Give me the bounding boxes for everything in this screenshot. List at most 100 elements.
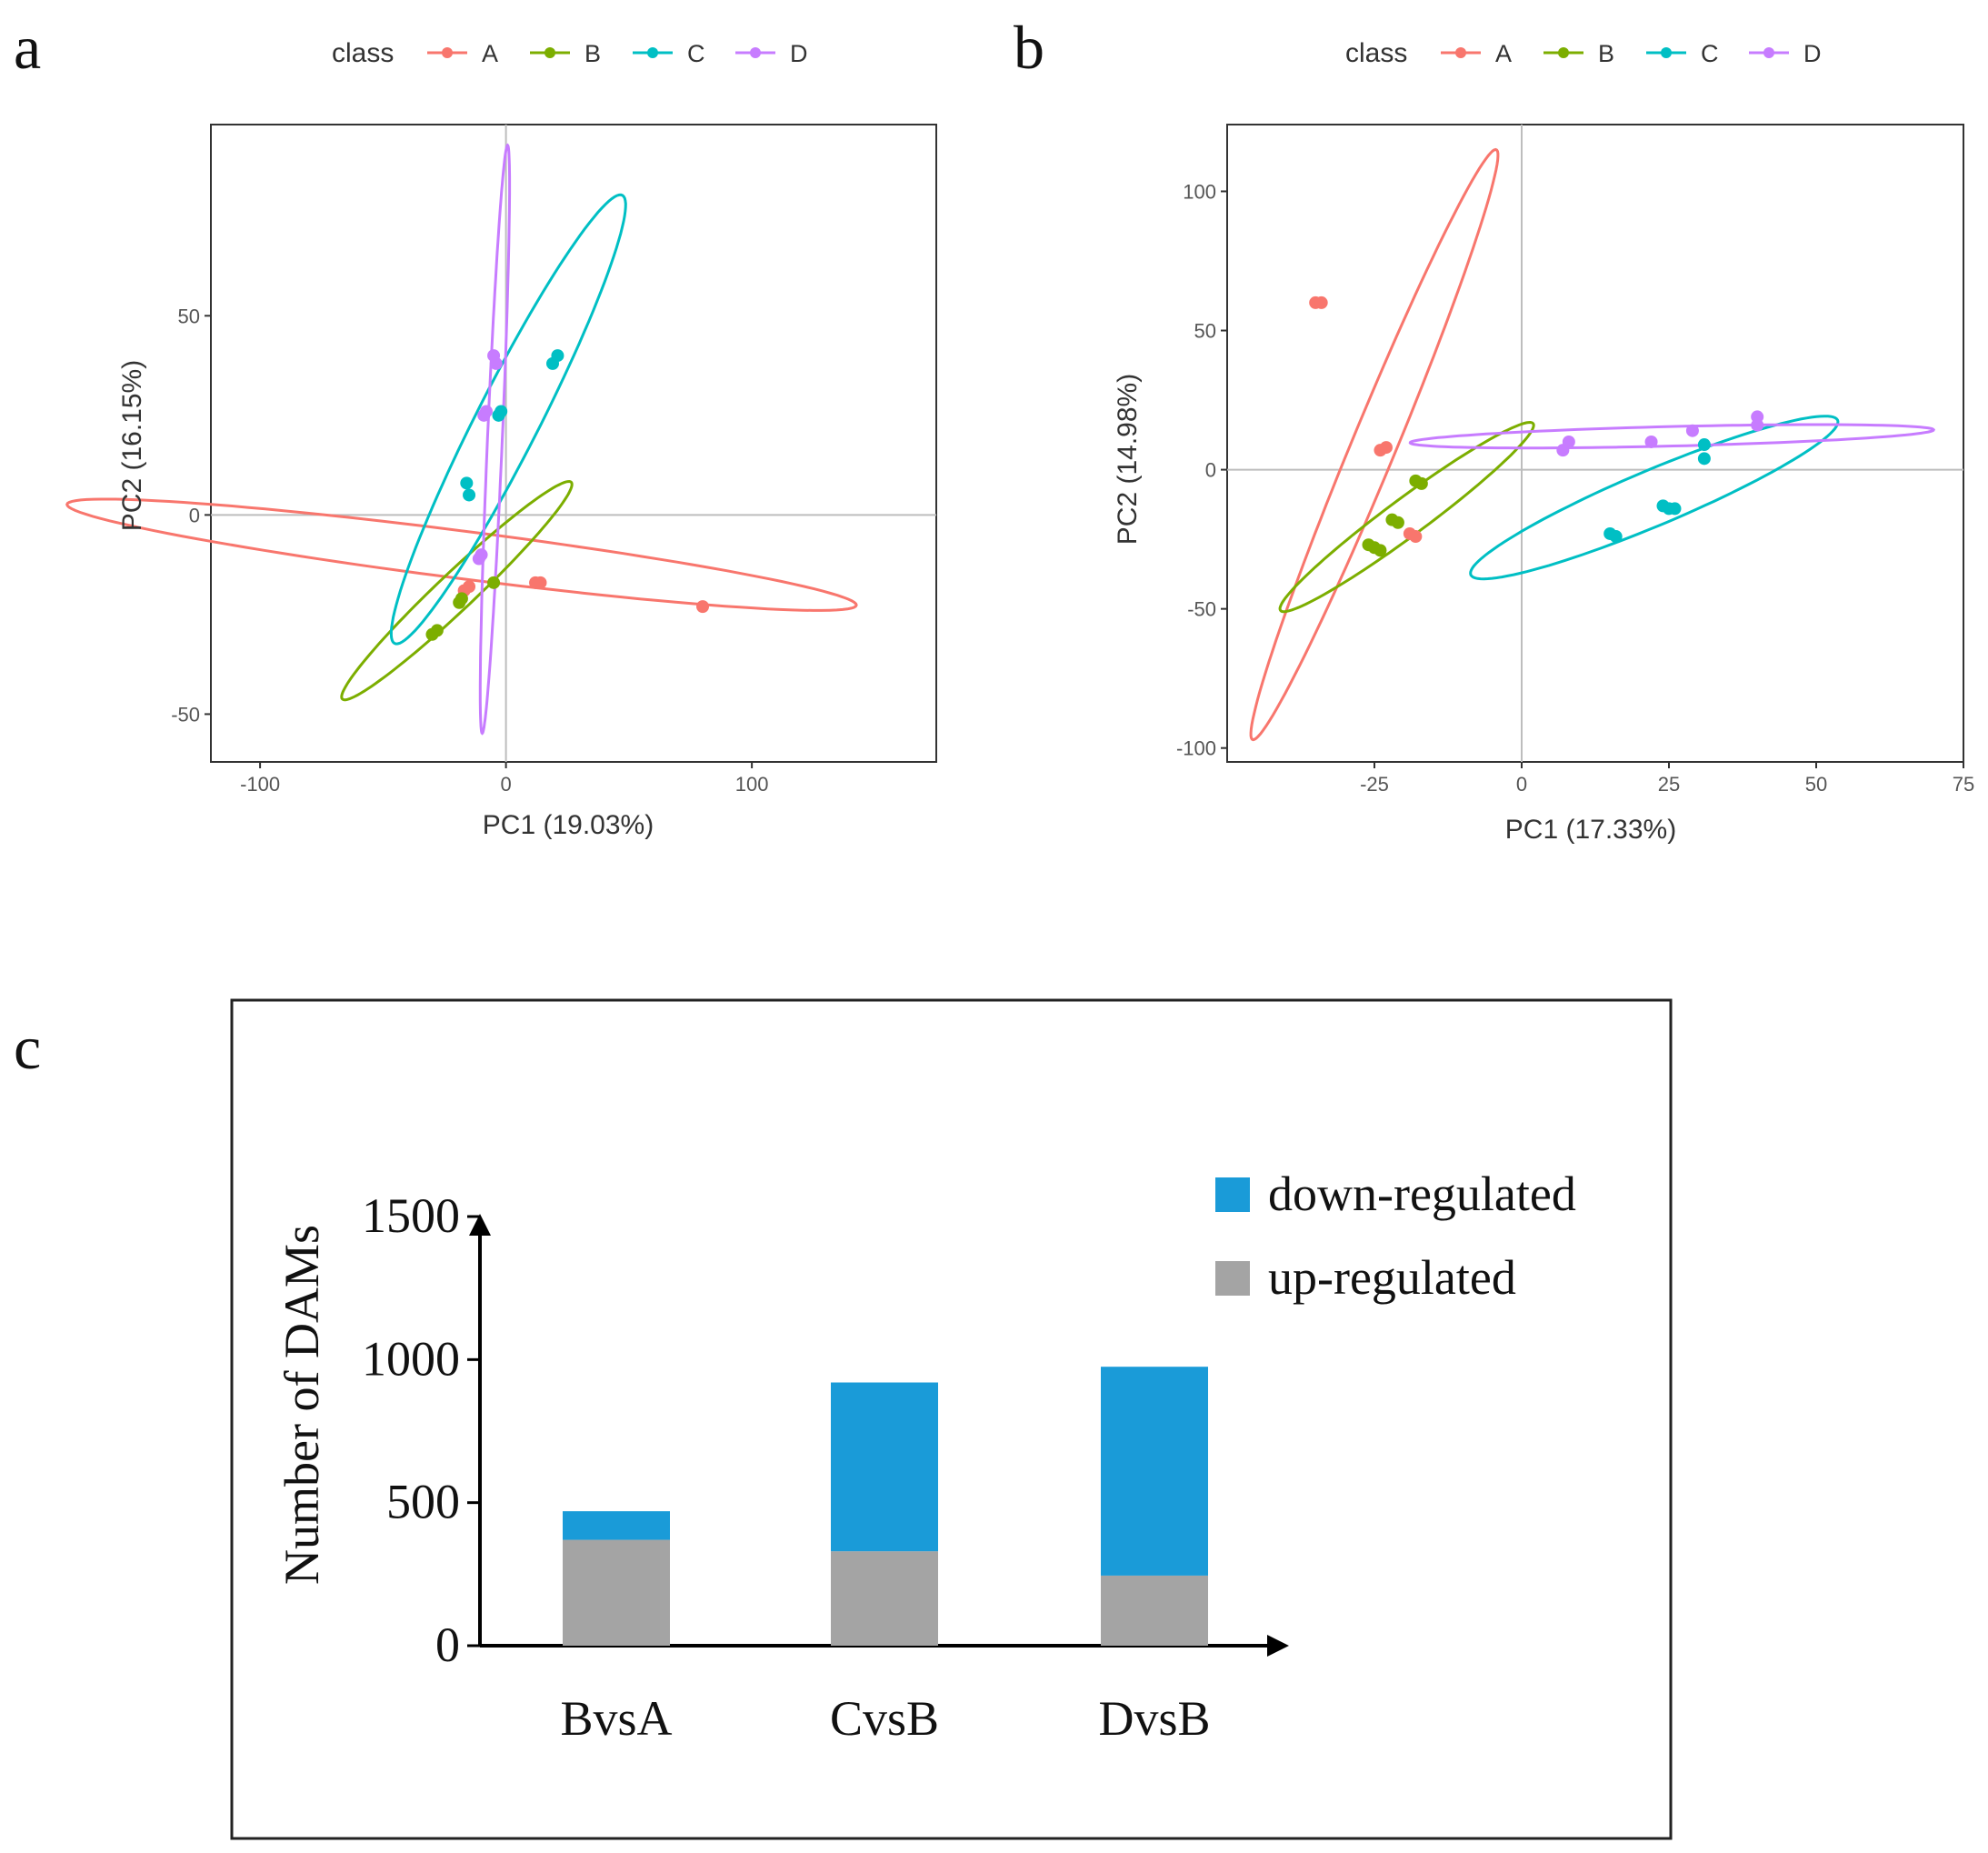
bar-up-regulated-CvsB — [831, 1551, 938, 1646]
pca-plot-b: class A B C D -25 0 25 50 75 -100 -50 0 50 100 PC1 (1… — [1113, 38, 1974, 845]
legend-label-B-a: B — [584, 40, 601, 67]
y-axis-arrow-c — [469, 1214, 491, 1236]
legend-dot-D-a — [750, 47, 761, 58]
point-B-a — [453, 596, 466, 609]
category-label-BvsA: BvsA — [560, 1691, 672, 1746]
ellipse-B-a — [340, 479, 574, 702]
point-B-b — [1374, 544, 1387, 557]
ellipse-A-b — [1249, 147, 1500, 742]
legend-label-D-b: D — [1803, 40, 1822, 67]
point-C-b — [1697, 438, 1711, 452]
bar-up-regulated-BvsA — [563, 1539, 670, 1646]
point-B-a — [487, 576, 501, 589]
pca-plot-a: class A B C D -100 0 100 -50 0 50 PC1 (19.03%) PC… — [65, 38, 937, 840]
x-tick-label-a: 100 — [735, 773, 769, 796]
panel-letter-b: b — [1014, 13, 1044, 82]
legend-dot-C-a — [647, 47, 658, 58]
y-axis-title-c: Number of DAMs — [275, 1225, 329, 1585]
y-axis-title-a: PC2 (16.15%) — [117, 360, 147, 531]
bar-down-regulated-BvsA — [563, 1511, 670, 1540]
point-A-a — [696, 600, 710, 614]
y-tick-label-c: 1000 — [362, 1331, 460, 1386]
ellipse-B-b — [1278, 420, 1535, 614]
category-label-DvsB: DvsB — [1098, 1691, 1210, 1746]
legend-swatch-up-regulated — [1215, 1261, 1250, 1296]
panel-border-b — [1226, 124, 1964, 763]
point-A-b — [1409, 530, 1423, 544]
y-tick-label-b: 50 — [1194, 320, 1216, 343]
plot-area-b: -25 0 25 50 75 -100 -50 0 50 100 — [1176, 124, 1974, 796]
panel-letter-c: c — [14, 1013, 41, 1082]
x-axis-title-b: PC1 (17.33%) — [1505, 815, 1676, 845]
legend-a: class A B C D — [332, 38, 808, 68]
point-C-a — [460, 476, 474, 490]
ellipse-C-a — [389, 193, 627, 646]
legend-label-up-regulated: up-regulated — [1268, 1250, 1516, 1305]
bar-down-regulated-DvsB — [1101, 1367, 1208, 1576]
point-D-a — [479, 405, 493, 418]
panel-letter-a: a — [14, 13, 41, 82]
bar-chart-c: 0 500 1000 1500 BvsA CvsB DvsB down-regulated up… — [230, 998, 1673, 1840]
bar-down-regulated-CvsB — [831, 1382, 938, 1552]
point-D-a — [472, 552, 485, 566]
ellipse-A-a — [65, 497, 858, 612]
point-B-a — [425, 627, 439, 641]
legend-dot-B-a — [544, 47, 555, 58]
point-C-a — [463, 488, 476, 502]
panel-c-frame — [230, 998, 1673, 1840]
legend-dot-B-b — [1558, 47, 1569, 58]
x-tick-label-a: -100 — [240, 773, 280, 796]
y-tick-label-c: 500 — [386, 1475, 460, 1529]
point-C-a — [551, 349, 564, 363]
y-tick-label-b: -100 — [1176, 737, 1216, 760]
x-tick-label-b: 50 — [1805, 773, 1827, 796]
legend-label-D-a: D — [790, 40, 808, 67]
legend-dot-A-a — [442, 47, 453, 58]
point-D-b — [1685, 424, 1699, 437]
x-tick-label-b: 0 — [1516, 773, 1527, 796]
point-A-b — [1379, 441, 1393, 455]
y-tick-label-c: 1500 — [362, 1188, 460, 1243]
ellipse-D-a — [478, 143, 512, 736]
y-tick-label-b: 0 — [1205, 459, 1216, 482]
plot-area-a: -100 0 100 -50 0 50 — [65, 124, 937, 796]
legend-label-A-b: A — [1495, 40, 1512, 67]
plot-area-c: 0 500 1000 1500 BvsA CvsB DvsB down-regulated up… — [362, 1167, 1576, 1746]
legend-dot-A-b — [1455, 47, 1466, 58]
legend-title-a: class — [332, 38, 394, 68]
y-tick-label-a: -50 — [171, 703, 200, 726]
x-axis-title-a: PC1 (19.03%) — [483, 810, 654, 840]
legend-label-A-a: A — [482, 40, 498, 67]
legend-label-down-regulated: down-regulated — [1268, 1167, 1576, 1221]
point-A-b — [1314, 295, 1328, 309]
category-label-CvsB: CvsB — [830, 1691, 939, 1746]
legend-dot-D-b — [1763, 47, 1774, 58]
legend-dot-C-b — [1661, 47, 1672, 58]
x-tick-label-a: 0 — [500, 773, 511, 796]
point-C-b — [1609, 530, 1623, 544]
ellipse-D-b — [1408, 423, 1936, 450]
x-tick-label-b: 25 — [1658, 773, 1680, 796]
point-C-b — [1668, 502, 1682, 516]
y-tick-label-b: -50 — [1187, 598, 1216, 621]
y-tick-label-a: 50 — [178, 305, 200, 327]
y-axis-title-b: PC2 (14.98%) — [1113, 374, 1143, 545]
legend-swatch-down-regulated — [1215, 1177, 1250, 1212]
legend-label-C-b: C — [1701, 40, 1719, 67]
y-tick-label-c: 0 — [435, 1618, 460, 1672]
point-D-b — [1644, 435, 1658, 448]
point-B-b — [1414, 476, 1428, 490]
y-tick-label-a: 0 — [189, 504, 200, 526]
point-B-b — [1391, 516, 1404, 529]
x-tick-label-b: 75 — [1953, 773, 1974, 796]
point-C-b — [1697, 452, 1711, 466]
point-C-a — [495, 405, 508, 418]
legend-label-B-b: B — [1598, 40, 1614, 67]
panel-border-a — [210, 124, 937, 763]
bar-up-regulated-DvsB — [1101, 1575, 1208, 1646]
legend-b: class A B C D — [1345, 38, 1822, 68]
point-D-a — [487, 349, 501, 363]
x-axis-arrow-c — [1267, 1635, 1289, 1657]
legend-title-b: class — [1345, 38, 1407, 68]
